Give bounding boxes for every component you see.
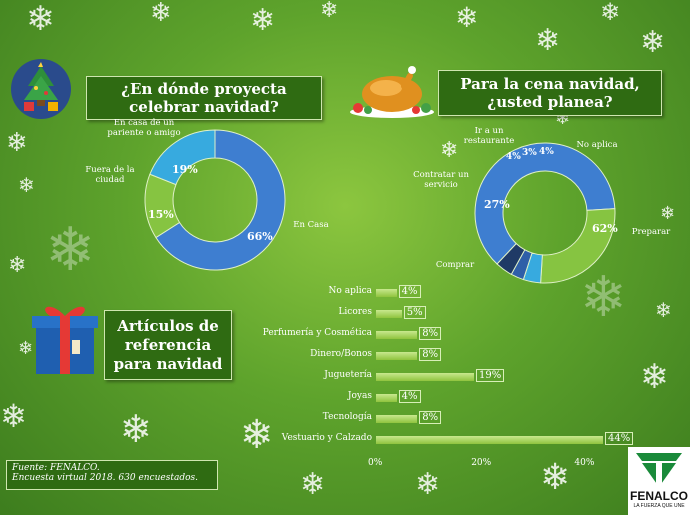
dinner-slice-0 (474, 142, 616, 265)
bar-value-label: 5% (403, 306, 426, 319)
slice-value-no-aplica: 4% (539, 147, 554, 157)
slice-value-contratar: 4% (506, 152, 521, 162)
bar-category-label: Joyas (347, 391, 372, 401)
christmas-tree-icon (11, 59, 71, 119)
snowflake-icon: ❄ (580, 265, 627, 330)
snowflake-icon: ❄ (655, 298, 672, 322)
bar-category-label: Tecnología (322, 412, 372, 422)
logo-tagline: LA FUERZA QUE UNE (633, 503, 685, 509)
slice-label-no-aplica: No aplica (576, 140, 618, 150)
bar-value-label: 8% (419, 411, 442, 424)
gift-icon (32, 306, 98, 374)
snowflake-icon: ❄ (455, 1, 479, 34)
slice-label-fuera-ciudad: Fuera de la ciudad (85, 165, 135, 185)
snowflake-icon: ❄ (240, 412, 274, 458)
slice-label-pariente: En casa de un pariente o amigo (107, 118, 181, 138)
slice-value-comprar: 27% (484, 198, 510, 211)
title-celebrate-text: ¿En dónde proyecta celebrar navidad? (121, 80, 287, 116)
bar-value-label: 44% (605, 432, 634, 445)
slice-label-comprar: Comprar (435, 260, 475, 270)
bar-value-label: 4% (398, 285, 421, 298)
x-tick-label: 40% (574, 458, 595, 468)
title-celebrate: ¿En dónde proyecta celebrar navidad? (86, 76, 322, 120)
bar (376, 289, 397, 297)
slice-label-en-casa: En Casa (293, 220, 329, 230)
title-articles: Artículos de referencia para navidad (104, 310, 232, 380)
turkey-icon (350, 66, 434, 118)
title-dinner-text: Para la cena navidad, ¿usted planea? (460, 75, 640, 111)
title-articles-text: Artículos de referencia para navidad (113, 316, 223, 373)
snowflake-icon: ❄ (250, 3, 276, 38)
bar-category-label: Juguetería (324, 370, 372, 380)
source-line-2: Encuesta virtual 2018. 630 encuestados. (12, 473, 198, 483)
bar-category-label: No aplica (328, 286, 372, 296)
snowflake-icon: ❄ (600, 0, 621, 26)
bar (376, 310, 402, 318)
bar-value-label: 8% (419, 327, 442, 340)
bar-category-label: Perfumería y Cosmética (262, 328, 372, 338)
celebrate-slice-2 (149, 129, 216, 186)
snowflake-icon: ❄ (26, 0, 55, 39)
slice-value-restaurante: 3% (522, 148, 537, 158)
x-tick-label: 20% (471, 458, 492, 468)
slice-value-pariente: 19% (172, 163, 198, 176)
snowflake-icon: ❄ (660, 203, 676, 224)
dinner-slice-4 (496, 242, 526, 276)
snowflake-icon: ❄ (300, 467, 326, 502)
bar (376, 352, 418, 360)
snowflake-icon: ❄ (640, 357, 669, 397)
snowflake-icon: ❄ (320, 0, 339, 23)
bar-category-label: Licores (338, 307, 372, 317)
slice-value-en-casa: 66% (247, 230, 273, 243)
x-tick-label: 0% (368, 458, 383, 468)
bar-value-label: 8% (419, 348, 442, 361)
snowflake-icon: ❄ (540, 457, 571, 498)
bar-category-label: Vestuario y Calzado (281, 433, 372, 443)
bar (376, 331, 418, 339)
slice-label-restaurante: Ir a un restaurante (463, 126, 515, 146)
fenalco-emblem-icon (636, 453, 682, 487)
bar (376, 394, 397, 402)
snowflake-icon: ❄ (120, 407, 152, 451)
bar (376, 436, 604, 444)
snowflake-icon: ❄ (640, 25, 666, 60)
bar (376, 415, 418, 423)
fenalco-logo: FENALCO LA FUERZA QUE UNE (628, 447, 690, 515)
snowflake-icon: ❄ (535, 23, 561, 58)
snowflake-icon: ❄ (0, 397, 27, 435)
snowflake-icon: ❄ (18, 338, 34, 359)
logo-name: FENALCO (630, 489, 688, 503)
source-line-1: Fuente: FENALCO. (12, 463, 100, 473)
snowflake-icon: ❄ (8, 253, 27, 278)
bar (376, 373, 475, 381)
snowflake-icon: ❄ (150, 0, 172, 28)
slice-value-preparar: 62% (592, 222, 618, 235)
slice-value-fuera-ciudad: 15% (148, 208, 174, 221)
bar-category-label: Dinero/Bonos (310, 349, 372, 359)
slice-label-contratar: Contratar un servicio (413, 170, 469, 190)
snowflake-icon: ❄ (440, 138, 459, 163)
celebrate-slice-0 (155, 129, 286, 271)
source-note: Fuente: FENALCO. Encuesta virtual 2018. … (6, 460, 218, 490)
bar-value-label: 19% (476, 369, 505, 382)
slice-label-preparar: Preparar (631, 227, 671, 237)
title-dinner: Para la cena navidad, ¿usted planea? (438, 70, 662, 116)
snowflake-icon: ❄ (45, 215, 96, 285)
bar-value-label: 4% (398, 390, 421, 403)
snowflake-icon: ❄ (415, 467, 441, 502)
snowflake-icon: ❄ (18, 173, 35, 197)
snowflake-icon: ❄ (6, 128, 28, 158)
